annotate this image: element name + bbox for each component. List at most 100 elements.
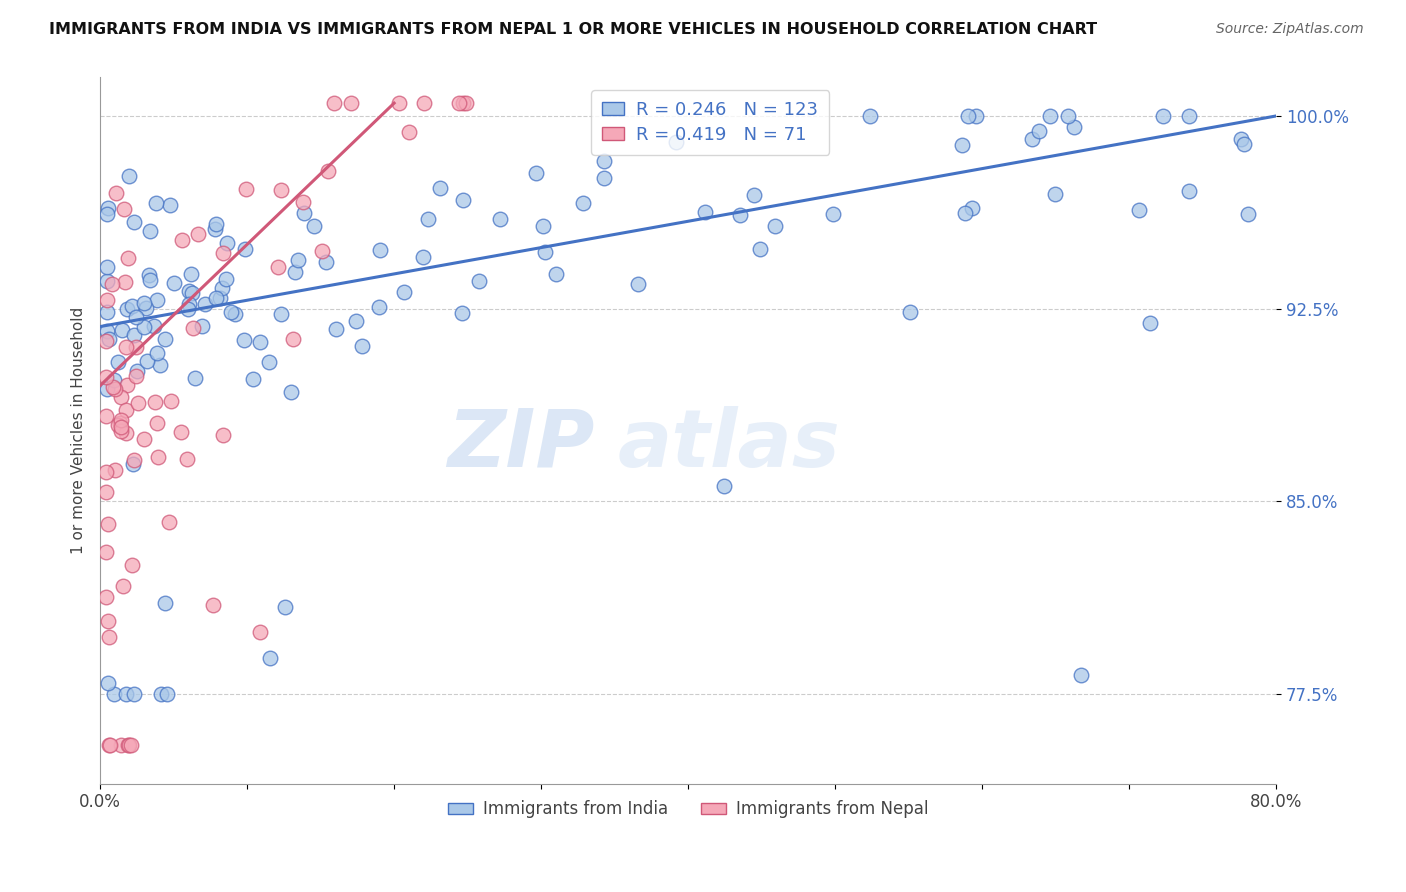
Point <box>145 293 167 307</box>
Point <box>96 382 118 396</box>
Point <box>339 96 361 111</box>
Point <box>728 208 751 222</box>
Point <box>763 219 786 233</box>
Point <box>316 164 339 178</box>
Point <box>125 364 148 378</box>
Point <box>145 417 167 431</box>
Point <box>100 277 122 291</box>
Point <box>270 307 292 321</box>
Point <box>122 328 145 343</box>
Point <box>176 451 198 466</box>
Point <box>110 738 132 752</box>
Point <box>156 687 179 701</box>
Point <box>212 428 235 442</box>
Point <box>187 227 209 241</box>
Point <box>572 196 595 211</box>
Point <box>224 307 246 321</box>
Point <box>94 591 117 605</box>
Point <box>149 358 172 372</box>
Point <box>957 109 980 123</box>
Point <box>125 340 148 354</box>
Point <box>593 154 616 169</box>
Point <box>107 355 129 369</box>
Point <box>713 479 735 493</box>
Point <box>177 297 200 311</box>
Point <box>1063 120 1085 134</box>
Point <box>953 206 976 220</box>
Point <box>94 409 117 424</box>
Point <box>115 301 138 316</box>
Text: ZIP: ZIP <box>447 406 595 483</box>
Point <box>249 625 271 640</box>
Point <box>209 291 232 305</box>
Point <box>450 306 472 320</box>
Text: IMMIGRANTS FROM INDIA VS IMMIGRANTS FROM NEPAL 1 OR MORE VEHICLES IN HOUSEHOLD C: IMMIGRANTS FROM INDIA VS IMMIGRANTS FROM… <box>49 22 1097 37</box>
Point <box>249 335 271 350</box>
Point <box>322 96 344 111</box>
Point <box>284 265 307 279</box>
Point <box>748 242 770 256</box>
Point <box>180 267 202 281</box>
Point <box>143 319 166 334</box>
Point <box>451 193 474 207</box>
Point <box>387 96 409 111</box>
Point <box>665 135 688 149</box>
Point <box>593 170 616 185</box>
Point <box>97 614 120 628</box>
Point <box>205 291 228 305</box>
Point <box>215 272 238 286</box>
Point <box>183 321 205 335</box>
Point <box>103 373 125 387</box>
Point <box>159 198 181 212</box>
Point <box>118 738 141 752</box>
Point <box>205 217 228 231</box>
Point <box>693 205 716 219</box>
Point <box>145 345 167 359</box>
Point <box>157 515 180 529</box>
Point <box>110 419 132 434</box>
Point <box>138 268 160 283</box>
Point <box>368 300 391 314</box>
Point <box>394 285 416 300</box>
Point <box>183 371 205 385</box>
Point <box>211 281 233 295</box>
Point <box>531 219 554 233</box>
Point <box>134 432 156 446</box>
Point <box>267 260 290 275</box>
Point <box>1028 124 1050 138</box>
Point <box>104 186 127 200</box>
Point <box>412 96 434 111</box>
Point <box>124 368 146 383</box>
Point <box>259 650 281 665</box>
Point <box>160 393 183 408</box>
Point <box>145 196 167 211</box>
Point <box>219 305 242 319</box>
Point <box>233 242 256 256</box>
Point <box>454 96 477 111</box>
Point <box>1021 132 1043 146</box>
Point <box>112 579 135 593</box>
Point <box>627 277 650 292</box>
Point <box>447 96 470 111</box>
Point <box>1128 203 1150 218</box>
Point <box>451 96 474 111</box>
Point <box>110 412 132 426</box>
Point <box>315 254 337 268</box>
Point <box>96 324 118 338</box>
Point <box>1152 109 1174 123</box>
Point <box>176 301 198 316</box>
Point <box>412 250 434 264</box>
Point <box>1045 187 1067 202</box>
Point <box>110 390 132 404</box>
Point <box>132 319 155 334</box>
Point <box>122 453 145 467</box>
Point <box>344 314 367 328</box>
Point <box>97 201 120 215</box>
Point <box>898 305 921 319</box>
Point <box>292 206 315 220</box>
Point <box>94 465 117 479</box>
Point <box>194 297 217 311</box>
Point <box>287 252 309 267</box>
Point <box>155 596 177 610</box>
Point <box>150 687 173 701</box>
